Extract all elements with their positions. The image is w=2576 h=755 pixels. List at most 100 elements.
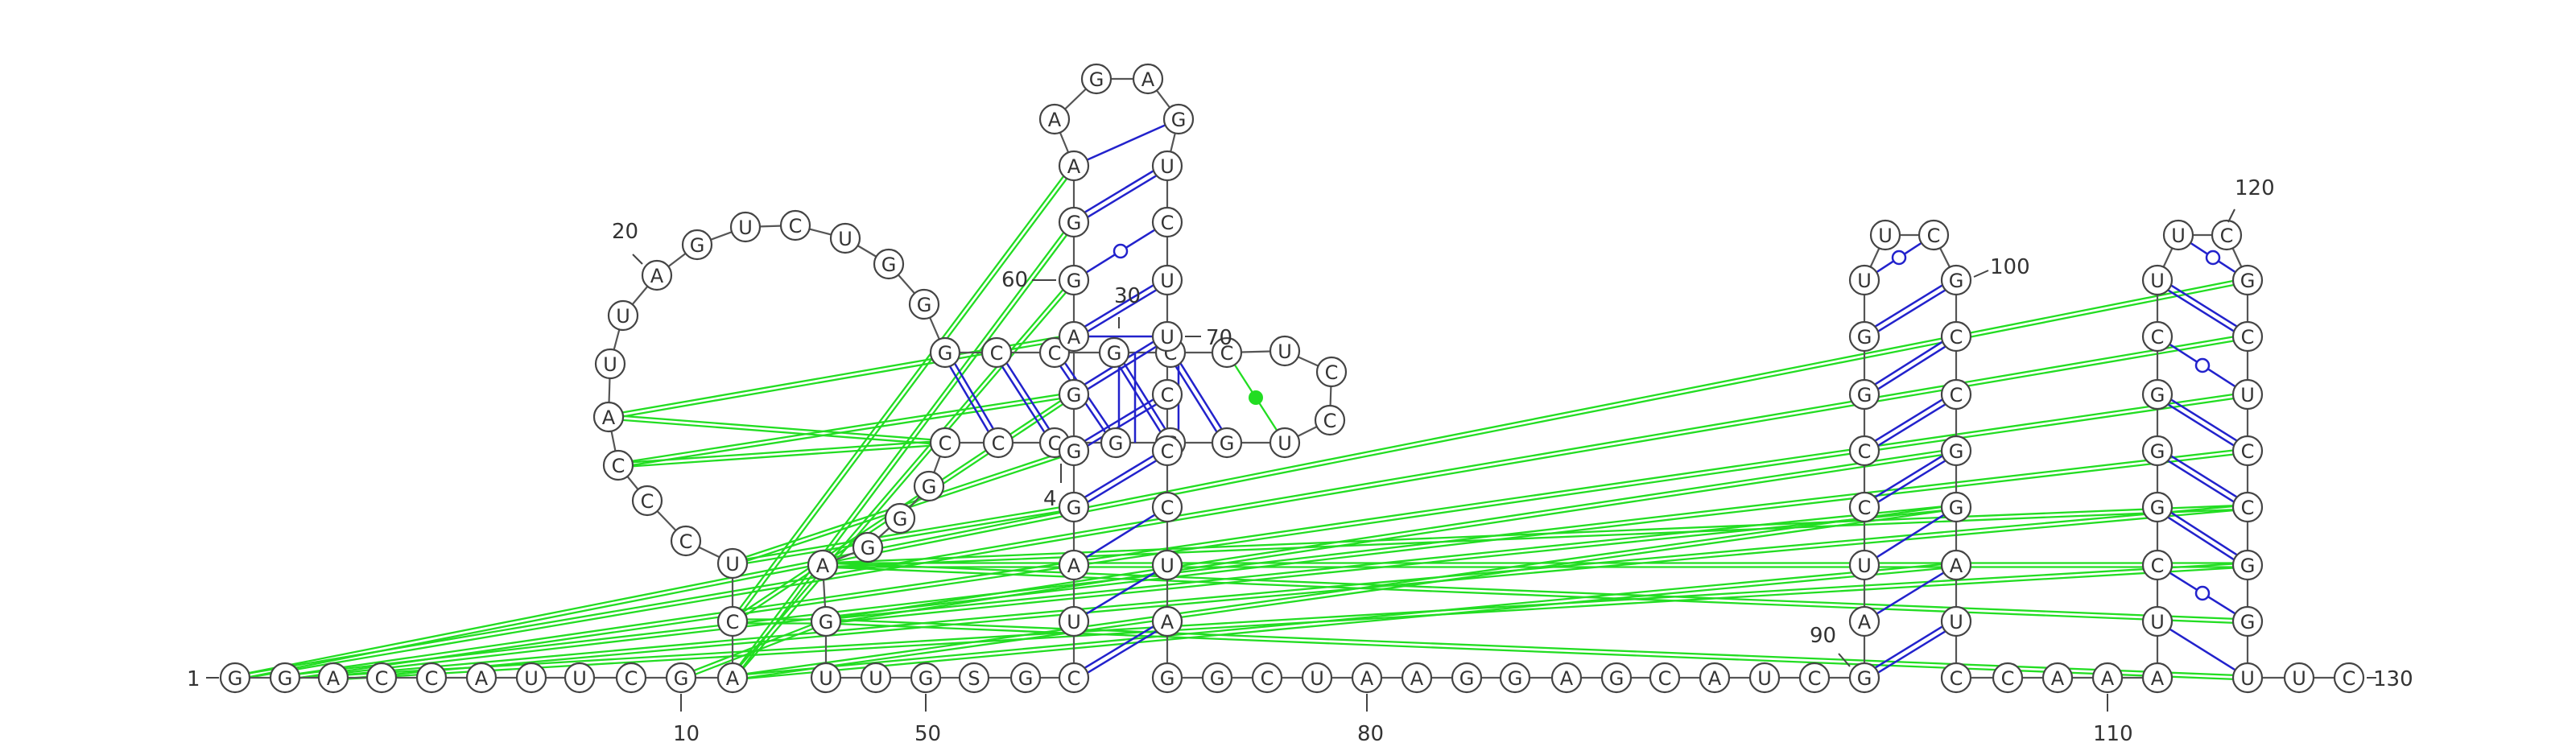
nucleotide: G — [2233, 607, 2262, 636]
nucleotide: U — [2233, 380, 2262, 409]
nucleotide-letter: U — [1857, 555, 1872, 577]
nucleotide-letter: A — [1858, 611, 1872, 633]
nucleotide: A — [2143, 663, 2172, 692]
position-label: 20 — [612, 220, 638, 244]
base-pair-line — [1876, 515, 1944, 558]
nucleotide: G — [911, 663, 940, 692]
nucleotide-letter: A — [1950, 555, 1963, 577]
nucleotide-letter: G — [1089, 68, 1104, 91]
base-pair-line — [1176, 366, 1217, 431]
nucleotide: G — [853, 533, 882, 562]
nucleotide: G — [931, 338, 960, 367]
nucleotide: A — [1059, 551, 1088, 580]
nucleotide: C — [1315, 406, 1344, 435]
base-pair-line — [1087, 125, 1165, 159]
base-pair-line — [2171, 400, 2236, 441]
nucleotide-letter: C — [2343, 667, 2356, 690]
nucleotide-letter: G — [819, 611, 834, 633]
nucleotide: U — [1153, 266, 1182, 295]
nucleotide-letter: A — [475, 667, 489, 690]
position-label: 110 — [2093, 722, 2133, 746]
nucleotide: A — [1153, 607, 1182, 636]
base-pair-line — [1085, 456, 1154, 497]
nucleotide-letter: C — [726, 611, 740, 633]
nucleotide: C — [417, 663, 446, 692]
nucleotide-letter: C — [1858, 497, 1872, 519]
nucleotide-letter: U — [616, 305, 630, 328]
nucleotide-letter: C — [1858, 440, 1872, 463]
nucleotide-letter: C — [1325, 361, 1339, 384]
nucleotide: U — [2285, 663, 2314, 692]
nucleotide: G — [1203, 663, 1232, 692]
base-pair-line — [2169, 629, 2235, 670]
nucleotide-letter: G — [1949, 497, 1964, 519]
nucleotide: G — [2143, 493, 2172, 522]
backbone-layer — [235, 79, 2349, 678]
position-label: 90 — [1810, 624, 1836, 648]
nucleotide-letter: C — [1261, 667, 1274, 690]
base-pair-line — [1876, 456, 1942, 497]
nucleotide: C — [633, 486, 662, 515]
tertiary-interaction-line — [731, 278, 1072, 676]
nucleotide-letter: G — [861, 537, 876, 559]
nucleotide: C — [2233, 322, 2262, 351]
nucleotide-letter: U — [1278, 340, 1292, 363]
nucleotide: U — [718, 549, 747, 578]
nucleotide-letter: C — [1161, 384, 1174, 406]
nucleotide: U — [1153, 151, 1182, 180]
nucleotide-letter: U — [838, 228, 852, 250]
nucleotide: G — [811, 607, 840, 636]
nucleotide-letter: G — [1107, 342, 1122, 365]
position-label: 50 — [914, 722, 941, 746]
base-pair-line — [2171, 456, 2236, 497]
nucleotide: G — [2233, 551, 2262, 580]
nucleotide-letter: C — [2220, 225, 2234, 247]
nucleotide-letter: G — [922, 476, 937, 498]
nucleotide: G — [1501, 663, 1530, 692]
nucleotide: C — [1153, 380, 1182, 409]
base-pair-line — [2171, 513, 2237, 555]
base-pair-line — [2168, 291, 2233, 332]
position-label: 80 — [1357, 722, 1384, 746]
nucleotide-letter: U — [1160, 155, 1174, 178]
nucleotide: U — [1270, 428, 1299, 457]
nucleotide-letter: C — [641, 490, 654, 513]
nucleotide-letter: G — [1857, 667, 1872, 690]
nucleotide-letter: C — [1048, 342, 1062, 365]
nucleotide-letter: U — [1067, 611, 1081, 633]
nucleotide: G — [1942, 493, 1971, 522]
nucleotide-letter: G — [1857, 326, 1872, 349]
nucleotide-letter: G — [2240, 611, 2256, 633]
nucleotide-letter: U — [1278, 432, 1292, 455]
nucleotide-letter: A — [1067, 326, 1081, 349]
nucleotide-letter: A — [1161, 611, 1174, 633]
wobble-pair-marker — [1893, 251, 1905, 264]
nucleotide-letter: C — [1161, 440, 1174, 463]
nucleotide-letter: G — [1067, 497, 1082, 519]
wobble-pair-marker — [1114, 245, 1127, 258]
nucleotide: U — [2143, 607, 2172, 636]
nucleotide-letter: A — [650, 265, 664, 287]
base-pair-line — [1007, 363, 1050, 429]
nucleotide-letter: G — [228, 667, 243, 690]
base-pair-line — [1876, 399, 1942, 440]
nucleotide: G — [2143, 380, 2172, 409]
nucleotide-letter: G — [881, 254, 897, 276]
nucleotide-letter: C — [939, 432, 952, 455]
nucleotide-letter: G — [2150, 440, 2165, 463]
nucleotide: G — [270, 663, 299, 692]
tertiary-interaction-line — [823, 505, 2248, 563]
nucleotide: U — [517, 663, 546, 692]
wobble-pair-marker — [2196, 359, 2209, 372]
nucleotide: C — [931, 428, 960, 457]
nucleotide: C — [2212, 221, 2241, 250]
nucleotide-letter: C — [2151, 555, 2165, 577]
nucleotide-letter: G — [1018, 667, 1034, 690]
nucleotide: U — [1750, 663, 1779, 692]
nucleotide: A — [1402, 663, 1431, 692]
nucleotide: C — [2143, 322, 2172, 351]
nucleotide: U — [1059, 607, 1088, 636]
nucleotide: G — [914, 472, 943, 501]
nucleotide-letter: G — [2150, 384, 2165, 406]
